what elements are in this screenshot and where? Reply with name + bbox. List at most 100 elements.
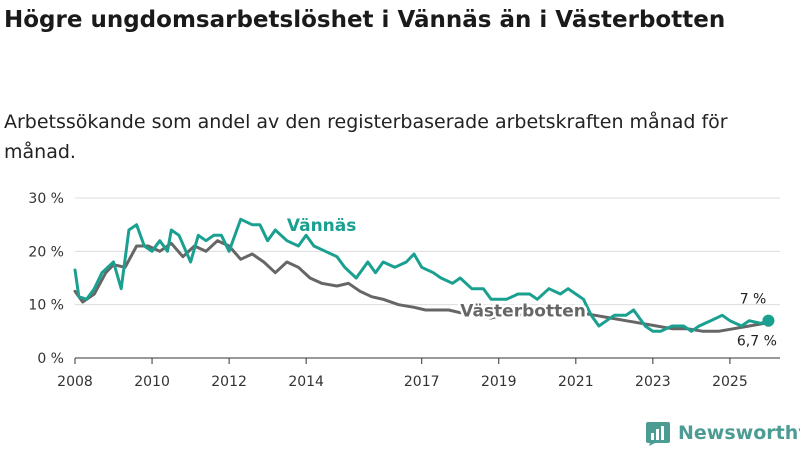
data-point	[710, 320, 712, 322]
x-tick-label: 2012	[211, 374, 247, 390]
data-point	[166, 250, 168, 252]
data-point	[490, 298, 492, 300]
x-tick-label: 2021	[558, 374, 594, 390]
y-tick-label: 0 %	[37, 351, 64, 367]
data-point	[259, 224, 261, 226]
data-point	[274, 272, 276, 274]
data-point	[625, 314, 627, 316]
data-point	[151, 250, 153, 252]
x-tick-label: 2017	[404, 374, 440, 390]
chart-subtitle: Arbetssökande som andel av den registerb…	[4, 111, 728, 163]
data-point	[220, 234, 222, 236]
data-point	[397, 304, 399, 306]
data-point	[729, 320, 731, 322]
data-point	[498, 298, 500, 300]
data-point	[93, 293, 95, 295]
data-point	[251, 253, 253, 255]
newsworthy-logo-icon	[646, 422, 670, 446]
data-point	[263, 261, 265, 263]
data-point	[85, 298, 87, 300]
data-point	[213, 234, 215, 236]
data-point	[228, 250, 230, 252]
data-point	[286, 240, 288, 242]
newsworthy-brand[interactable]: Newsworthy	[645, 419, 800, 447]
data-point	[451, 282, 453, 284]
data-point	[613, 314, 615, 316]
data-point	[159, 250, 161, 252]
data-point	[112, 261, 114, 263]
data-point	[536, 298, 538, 300]
x-tick-label: 2014	[288, 374, 324, 390]
data-point	[74, 269, 76, 271]
data-point	[216, 240, 218, 242]
data-point	[740, 325, 742, 327]
data-point	[297, 245, 299, 247]
end-value-label-vannas: 7 %	[740, 292, 767, 308]
chart-title: Högre ungdomsarbetslöshet i Vännäs än i …	[4, 7, 726, 33]
data-point	[370, 296, 372, 298]
data-point	[286, 261, 288, 263]
data-point	[197, 234, 199, 236]
data-point	[128, 229, 130, 231]
data-point	[436, 309, 438, 311]
y-tick-label: 30 %	[28, 191, 64, 207]
grid-layer	[75, 197, 780, 359]
data-point	[567, 288, 569, 290]
data-point	[632, 309, 634, 311]
data-point	[189, 261, 191, 263]
data-point	[205, 240, 207, 242]
data-point	[459, 277, 461, 279]
data-point	[548, 288, 550, 290]
data-point	[424, 309, 426, 311]
end-marker-vannas	[762, 314, 775, 327]
data-point	[482, 288, 484, 290]
x-tick-label: 2023	[635, 374, 671, 390]
data-point	[471, 288, 473, 290]
data-point	[690, 330, 692, 332]
data-point	[394, 266, 396, 268]
data-point	[320, 282, 322, 284]
data-point	[683, 325, 685, 327]
data-point	[159, 240, 161, 242]
x-tick-label: 2008	[57, 374, 93, 390]
data-point	[413, 253, 415, 255]
y-tick-label: 10 %	[28, 298, 64, 314]
series-line-vannas	[73, 217, 770, 333]
data-point	[605, 320, 607, 322]
data-point	[367, 261, 369, 263]
data-point	[505, 298, 507, 300]
data-point	[101, 272, 103, 274]
data-point	[659, 330, 661, 332]
data-point	[240, 258, 242, 260]
data-point	[421, 266, 423, 268]
data-point	[347, 282, 349, 284]
series-label-vasterbotten-halo: Västerbotten	[460, 301, 586, 321]
data-point	[528, 293, 530, 295]
data-point	[656, 325, 658, 327]
series-label-vannas-halo: Vännäs	[287, 216, 357, 236]
data-point	[266, 240, 268, 242]
data-point	[717, 330, 719, 332]
data-point	[625, 320, 627, 322]
data-point	[297, 266, 299, 268]
data-point	[698, 325, 700, 327]
series-layer	[73, 217, 770, 333]
series-label-vannas: Vännäs	[287, 216, 357, 236]
data-point	[432, 272, 434, 274]
data-point	[240, 218, 242, 220]
data-point	[251, 224, 253, 226]
end-value-label-vasterbotten: 6,7 %	[737, 334, 777, 350]
data-point	[702, 330, 704, 332]
data-point	[671, 325, 673, 327]
data-point	[448, 309, 450, 311]
data-point	[517, 293, 519, 295]
data-point	[324, 250, 326, 252]
data-point	[355, 277, 357, 279]
data-point	[590, 314, 592, 316]
data-point	[559, 293, 561, 295]
data-point	[336, 285, 338, 287]
series-label-vasterbotten: Västerbotten	[460, 301, 586, 321]
data-point	[733, 328, 735, 330]
brand-name: Newsworthy	[678, 422, 800, 444]
